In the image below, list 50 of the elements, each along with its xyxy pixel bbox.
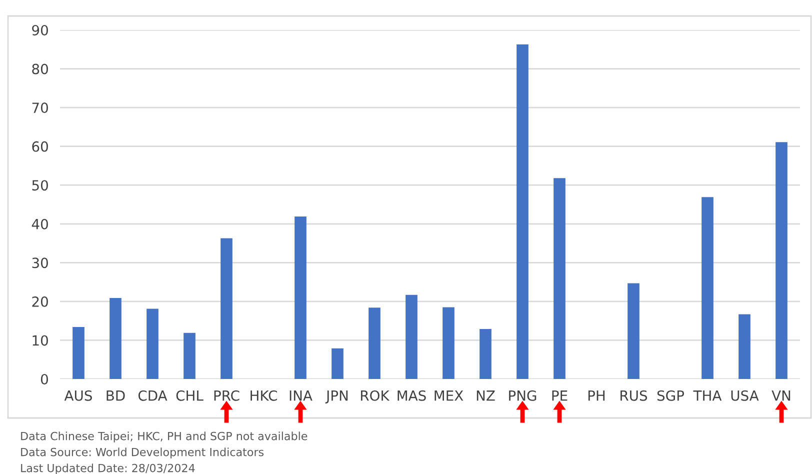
x-tick-label: VN [772, 390, 790, 401]
x-tick-label: THA [693, 390, 722, 401]
bar [628, 283, 640, 379]
y-tick-label: 10 [32, 335, 48, 346]
x-tick-label: HKC [250, 390, 277, 401]
bar [480, 328, 492, 379]
y-tick-label: 50 [32, 180, 48, 191]
x-tick-label: MAS [398, 390, 426, 401]
x-tick-label: PE [552, 390, 568, 401]
bar [294, 216, 306, 379]
x-tick-label: INA [290, 390, 312, 401]
y-tick-label: 0 [40, 374, 48, 384]
bar [554, 178, 566, 379]
bar [368, 308, 380, 379]
x-tick-label: CDA [138, 390, 168, 401]
bar [516, 44, 528, 379]
y-tick-label: 30 [32, 258, 48, 268]
x-tick-label: RUS [620, 390, 648, 401]
y-tick-label: 60 [32, 141, 48, 152]
source-note: Data Source: World Development Indicators [21, 448, 264, 458]
x-tick-label: USA [731, 390, 759, 401]
bar [184, 332, 196, 379]
y-tick-label: 40 [32, 218, 48, 230]
y-tick-label: 70 [32, 102, 48, 114]
x-tick-label: AUS [64, 390, 92, 401]
bar [72, 327, 84, 379]
bar [406, 294, 418, 379]
x-tick-label: ROK [361, 390, 390, 401]
bar [146, 308, 158, 379]
y-tick-label: 90 [32, 24, 48, 36]
x-tick-label: SGP [657, 390, 684, 401]
x-tick-label: PRC [214, 390, 240, 401]
x-tick-label: PH [588, 390, 605, 401]
bar [738, 314, 750, 379]
x-tick-label: JPN [325, 390, 348, 404]
y-tick-label: 80 [32, 64, 48, 74]
y-tick-label: 20 [32, 296, 48, 307]
x-tick-label: PNG [509, 390, 536, 401]
bar [776, 142, 788, 379]
bar [332, 348, 344, 379]
bar [702, 197, 714, 379]
bar [442, 307, 454, 379]
x-tick-label: CHL [176, 390, 204, 401]
x-tick-label: NZ [476, 390, 495, 401]
x-tick-label: BD [106, 390, 125, 401]
bar [110, 298, 122, 379]
x-tick-label: MEX [434, 390, 464, 401]
text: Data Chinese Taipei; HKC, PH and SGP not available [21, 432, 308, 442]
bar [220, 238, 232, 379]
text: Last Updated Date: 28/03/2024 [21, 464, 195, 474]
